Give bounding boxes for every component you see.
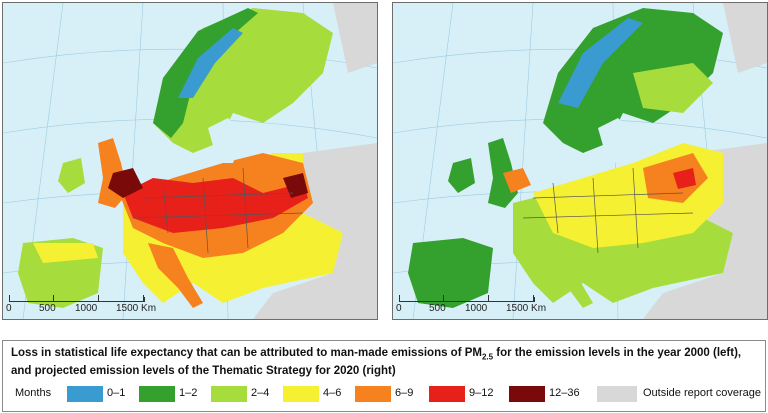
scale-label-1500: 1500 Km xyxy=(116,303,157,314)
figure-caption-box: Loss in statistical life expectancy that… xyxy=(2,340,766,412)
region-ireland xyxy=(58,158,85,193)
region-iberia xyxy=(408,238,493,308)
legend-label: 0–1 xyxy=(107,387,126,399)
legend-swatch xyxy=(67,386,103,402)
legend-label: 6–9 xyxy=(395,387,414,399)
map-2020-right: 0 500 1000 1500 Km xyxy=(392,2,768,320)
region-hotspot-central xyxy=(123,178,308,233)
region-finland-south xyxy=(633,63,713,113)
legend: Months 0–1 1–2 2–4 4–6 6–9 9–12 12–36 xyxy=(11,384,761,404)
scale-bar-left: 0 500 1000 1500 Km xyxy=(3,295,163,317)
sea-baltic xyxy=(208,118,243,163)
scale-label-1000: 1000 xyxy=(75,303,98,314)
map-2000-left: 0 500 1000 1500 Km xyxy=(2,2,378,320)
region-norway-mountains xyxy=(178,28,243,98)
scale-label-1000: 1000 xyxy=(465,303,488,314)
region-hotspot-east xyxy=(283,173,308,198)
legend-swatch xyxy=(509,386,545,402)
caption-pm-subscript: 2.5 xyxy=(481,352,494,362)
country-borders xyxy=(522,167,694,254)
map-2020-canvas xyxy=(393,3,767,319)
legend-swatch xyxy=(283,386,319,402)
scale-bar-right: 0 500 1000 1500 Km xyxy=(393,295,553,317)
region-hotspot-benelux xyxy=(108,168,143,198)
legend-label: 1–2 xyxy=(179,387,198,399)
map-2000-canvas xyxy=(3,3,377,319)
region-ireland xyxy=(448,158,475,193)
figure-caption: Loss in statistical life expectancy that… xyxy=(11,346,756,378)
region-italy xyxy=(538,243,593,308)
legend-label: 9–12 xyxy=(469,387,494,399)
legend-title: Months xyxy=(15,387,52,399)
scale-label-1500: 1500 Km xyxy=(506,303,547,314)
scale-label-0: 0 xyxy=(396,303,402,314)
legend-label: 12–36 xyxy=(549,387,580,399)
region-hotspot-benelux xyxy=(503,168,531,193)
scale-label-500: 500 xyxy=(429,303,446,314)
caption-text-pre: Loss in statistical life expectancy that… xyxy=(11,347,482,359)
outside-coverage-land xyxy=(643,143,767,319)
region-italy xyxy=(148,243,203,308)
scale-label-0: 0 xyxy=(6,303,12,314)
region-norway-mountains xyxy=(558,18,643,108)
scale-label-500: 500 xyxy=(39,303,56,314)
legend-swatch xyxy=(211,386,247,402)
legend-label: 2–4 xyxy=(251,387,270,399)
country-borders xyxy=(132,167,304,254)
legend-swatch xyxy=(355,386,391,402)
region-scandinavia xyxy=(543,8,723,153)
legend-swatch xyxy=(429,386,465,402)
legend-swatch xyxy=(139,386,175,402)
outside-coverage-russia xyxy=(333,3,377,73)
sea-baltic xyxy=(598,118,633,163)
outside-coverage-land xyxy=(253,143,377,319)
legend-label: 4–6 xyxy=(323,387,342,399)
outside-coverage-russia xyxy=(723,3,767,73)
legend-label-outside: Outside report coverage xyxy=(643,387,762,399)
caption-text-post: for the emission levels in the year 2000… xyxy=(11,347,742,378)
legend-swatch xyxy=(597,386,637,402)
region-norway-coast xyxy=(153,8,258,138)
region-hotspot-ukraine xyxy=(673,168,696,189)
region-iberia-north xyxy=(33,243,98,263)
